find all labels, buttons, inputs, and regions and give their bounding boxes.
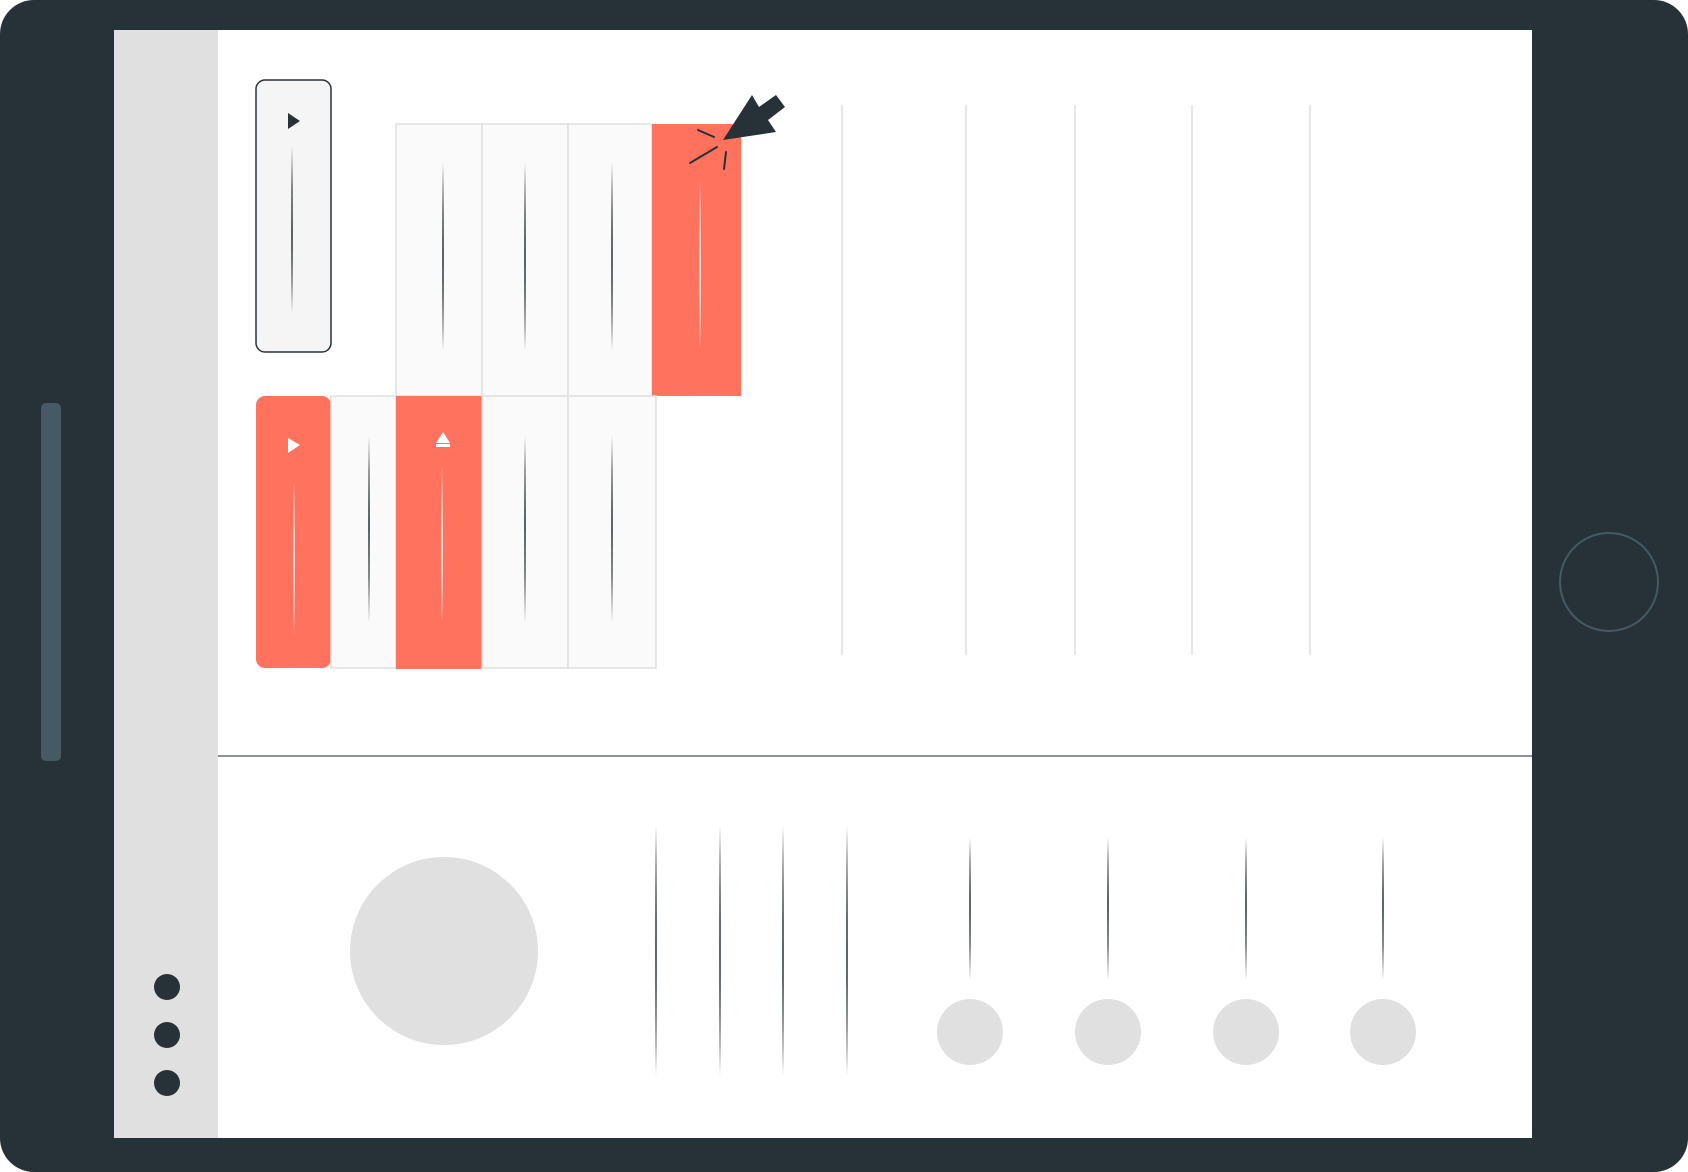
top-row-tiles (395, 123, 741, 397)
knob (1213, 999, 1279, 1065)
tile-line (524, 435, 526, 623)
tile-line (291, 145, 293, 313)
tile-line (293, 482, 295, 636)
knob (1350, 999, 1416, 1065)
tile-line (442, 162, 444, 351)
bottom-row-tile[interactable] (330, 395, 397, 669)
home-button-icon[interactable] (1559, 532, 1659, 632)
tile-background (396, 396, 482, 669)
top-row-tile-selected[interactable] (652, 124, 741, 396)
tile-line (611, 162, 613, 351)
click-spark (689, 146, 718, 164)
eject-icon-bar (436, 444, 450, 447)
click-spark (723, 151, 727, 170)
click-spark (697, 129, 715, 138)
tile-background (652, 124, 741, 396)
slider-track[interactable] (719, 825, 721, 1076)
menu-dot (154, 974, 180, 1000)
tile-line (524, 162, 526, 351)
tile-background (330, 395, 397, 669)
side-button[interactable] (41, 403, 61, 761)
vertical-dots-icon[interactable] (154, 974, 180, 1096)
knob-line (1245, 837, 1247, 980)
knob-control[interactable] (937, 837, 1003, 1065)
tile-line (699, 180, 701, 351)
play-icon (288, 113, 300, 129)
menu-dot (154, 1070, 180, 1096)
top-row-tile[interactable] (481, 123, 569, 397)
main-knob[interactable] (350, 857, 538, 1045)
slider-track[interactable] (655, 825, 657, 1076)
top-row-header-tile[interactable] (255, 79, 332, 353)
slider-track[interactable] (846, 825, 848, 1076)
background-columns (841, 105, 1311, 655)
slider-track[interactable] (782, 825, 784, 1076)
knob-control[interactable] (1075, 837, 1141, 1065)
bottom-row-tile-selected[interactable] (396, 396, 482, 669)
knob-controls (937, 837, 1416, 1065)
sidebar (114, 30, 218, 1138)
top-row-tile[interactable] (567, 123, 653, 397)
tile-line (611, 435, 613, 623)
tile-background (567, 123, 653, 397)
menu-dot (154, 1022, 180, 1048)
knob (937, 999, 1003, 1065)
cursor-arrow (723, 95, 785, 140)
cursor-arrow-icon (689, 95, 785, 170)
vertical-sliders (655, 825, 848, 1076)
bottom-row-tile[interactable] (481, 395, 569, 669)
tile-background (395, 123, 483, 397)
knob-control[interactable] (1350, 837, 1416, 1065)
tile-line (441, 466, 443, 623)
knob-line (969, 837, 971, 980)
tile-line (368, 435, 370, 623)
top-row-tile[interactable] (395, 123, 483, 397)
knob-line (1382, 837, 1384, 980)
play-icon (288, 438, 300, 453)
knob (1075, 999, 1141, 1065)
knob-line (1107, 837, 1109, 980)
bottom-row-tiles (330, 395, 657, 669)
eject-icon (436, 432, 450, 443)
knob-control[interactable] (1213, 837, 1279, 1065)
bottom-row-tile[interactable] (567, 395, 657, 669)
tile-background (255, 79, 332, 353)
bottom-row-header-tile[interactable] (256, 396, 331, 668)
